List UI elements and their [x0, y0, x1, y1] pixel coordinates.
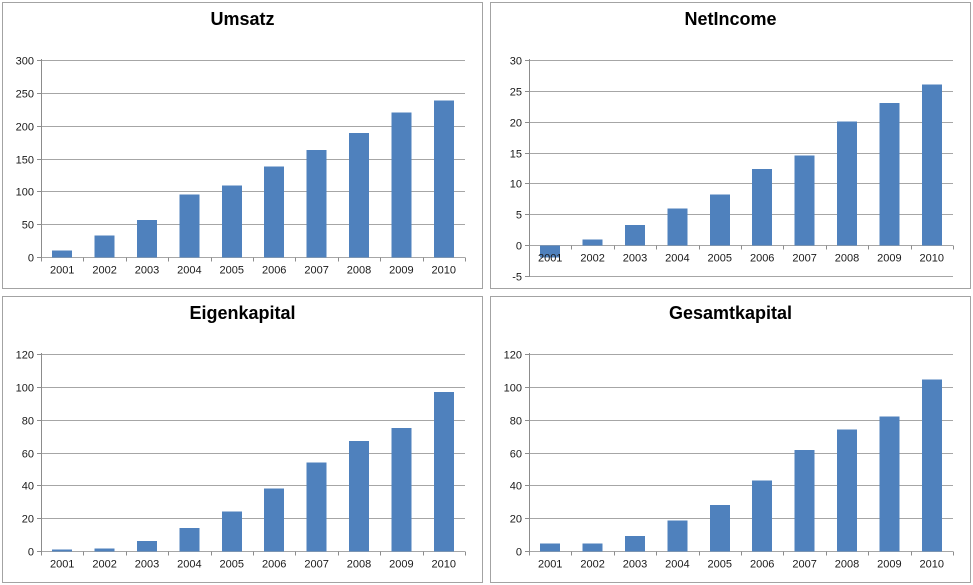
svg-text:5: 5	[516, 210, 522, 222]
svg-text:120: 120	[16, 350, 34, 362]
chart-panel-netincome: NetIncome -5 0 5 10 15 20 25 30 2001 2002 2003 2004…	[490, 2, 971, 289]
svg-text:300: 300	[16, 56, 34, 68]
svg-text:100: 100	[504, 383, 522, 395]
svg-text:2008: 2008	[835, 253, 859, 265]
svg-text:40: 40	[22, 481, 34, 493]
svg-text:2010: 2010	[920, 559, 944, 571]
svg-text:60: 60	[510, 449, 522, 461]
svg-text:2003: 2003	[623, 559, 647, 571]
svg-text:2002: 2002	[580, 559, 604, 571]
svg-text:0: 0	[516, 241, 522, 253]
svg-text:60: 60	[22, 449, 34, 461]
svg-text:100: 100	[16, 187, 34, 199]
svg-text:10: 10	[510, 179, 522, 191]
svg-text:2007: 2007	[304, 265, 328, 277]
svg-text:2005: 2005	[708, 253, 732, 265]
svg-text:2006: 2006	[262, 559, 286, 571]
svg-text:2002: 2002	[92, 265, 116, 277]
svg-text:2007: 2007	[304, 559, 328, 571]
svg-text:2007: 2007	[792, 253, 816, 265]
svg-text:2008: 2008	[347, 559, 371, 571]
chart-title-umsatz: Umsatz	[210, 9, 275, 29]
svg-text:2009: 2009	[389, 265, 413, 277]
svg-text:2001: 2001	[50, 265, 74, 277]
svg-text:2005: 2005	[220, 265, 244, 277]
svg-text:250: 250	[16, 89, 34, 101]
svg-text:40: 40	[510, 481, 522, 493]
svg-text:2004: 2004	[665, 559, 689, 571]
svg-text:150: 150	[16, 155, 34, 167]
svg-text:2004: 2004	[177, 265, 201, 277]
svg-text:2010: 2010	[920, 253, 944, 265]
svg-text:120: 120	[504, 350, 522, 362]
svg-text:15: 15	[510, 149, 522, 161]
svg-text:2003: 2003	[135, 559, 159, 571]
svg-text:2009: 2009	[877, 559, 901, 571]
svg-text:2003: 2003	[135, 265, 159, 277]
chart-panel-eigenkapital: Eigenkapital 0 20 40 60 80 100 120 2001 2002 2003…	[2, 296, 483, 583]
chart-title-gesamtkapital: Gesamtkapital	[668, 303, 793, 323]
svg-text:80: 80	[510, 416, 522, 428]
svg-text:2001: 2001	[50, 559, 74, 571]
svg-text:20: 20	[510, 118, 522, 130]
svg-text:30: 30	[510, 56, 522, 68]
svg-text:2006: 2006	[750, 559, 774, 571]
svg-text:-5: -5	[512, 272, 522, 284]
svg-text:0: 0	[28, 253, 34, 265]
svg-text:2008: 2008	[835, 559, 859, 571]
svg-text:0: 0	[28, 547, 34, 559]
gesamtkapital-bar-chart: 0 20 40 60 80 100 120 2001 2002 2003 2004 2005 2006 2…	[504, 350, 954, 571]
svg-text:80: 80	[22, 416, 34, 428]
netincome-bar-chart: -5 0 5 10 15 20 25 30 2001 2002 2003 2004 2005 2006 20…	[510, 56, 954, 284]
svg-text:100: 100	[16, 383, 34, 395]
umsatz-bar-chart: 0 50 100 150 200 250 300 2001 2002 2003 2004 2005 20…	[16, 56, 466, 277]
svg-text:2006: 2006	[750, 253, 774, 265]
svg-text:20: 20	[510, 514, 522, 526]
svg-text:50: 50	[22, 220, 34, 232]
chart-title-eigenkapital: Eigenkapital	[189, 303, 296, 323]
svg-text:2005: 2005	[220, 559, 244, 571]
svg-text:2001: 2001	[538, 559, 562, 571]
svg-text:2009: 2009	[389, 559, 413, 571]
svg-text:20: 20	[22, 514, 34, 526]
svg-text:2005: 2005	[708, 559, 732, 571]
svg-text:2010: 2010	[432, 559, 456, 571]
svg-text:2007: 2007	[792, 559, 816, 571]
svg-text:2002: 2002	[580, 253, 604, 265]
chart-title-netincome: NetIncome	[684, 9, 777, 29]
svg-text:2004: 2004	[177, 559, 201, 571]
svg-text:25: 25	[510, 87, 522, 99]
svg-text:2002: 2002	[92, 559, 116, 571]
chart-panel-umsatz: Umsatz 0 50 100 150 200 250 300 2001 2002 2003 200…	[2, 2, 483, 289]
svg-text:2006: 2006	[262, 265, 286, 277]
chart-panel-gesamtkapital: Gesamtkapital 0 20 40 60 80 100 120 2001 2002 200…	[490, 296, 971, 583]
svg-text:2001: 2001	[538, 253, 562, 265]
svg-text:0: 0	[516, 547, 522, 559]
svg-text:2003: 2003	[623, 253, 647, 265]
svg-text:2008: 2008	[347, 265, 371, 277]
svg-text:2010: 2010	[432, 265, 456, 277]
svg-text:2004: 2004	[665, 253, 689, 265]
svg-text:200: 200	[16, 122, 34, 134]
svg-text:2009: 2009	[877, 253, 901, 265]
eigenkapital-bar-chart: 0 20 40 60 80 100 120 2001 2002 2003 2004 2005 2006 2…	[16, 350, 466, 571]
